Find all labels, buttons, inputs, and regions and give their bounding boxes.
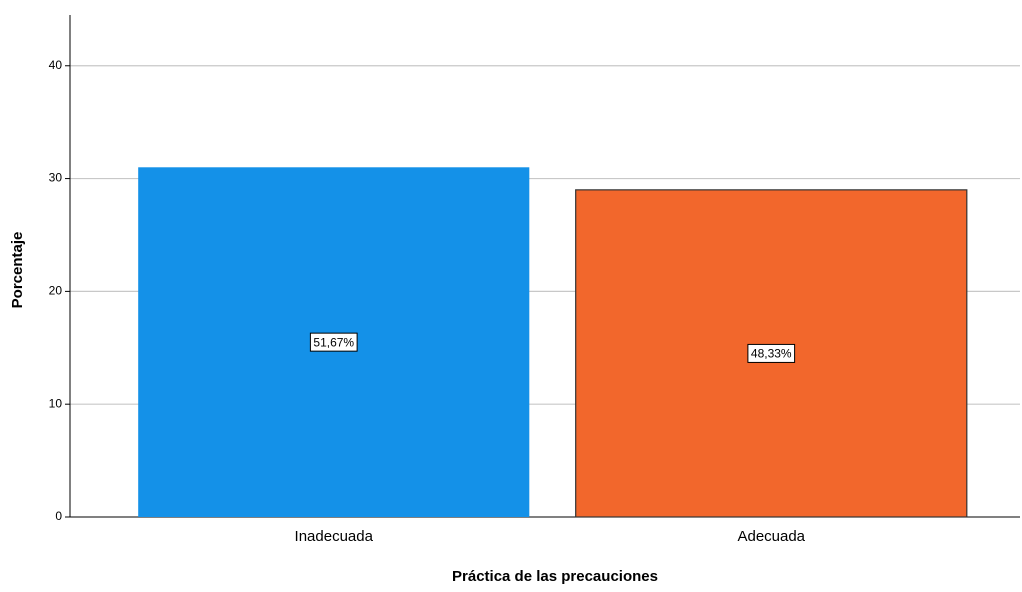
x-tick-label: Adecuada	[737, 528, 805, 545]
y-axis-label: Porcentaje	[9, 232, 26, 309]
x-axis-label: Práctica de las precauciones	[452, 568, 658, 585]
data-label-box	[747, 343, 796, 363]
data-label-box	[309, 332, 358, 352]
data-label: 51,67%	[313, 335, 354, 349]
y-tick-label: 30	[49, 171, 63, 185]
y-tick-label: 20	[49, 284, 63, 298]
y-tick-label: 0	[55, 509, 62, 523]
x-tick-label: Inadecuada	[295, 528, 374, 545]
y-tick-label: 40	[49, 58, 63, 72]
data-label: 48,33%	[751, 347, 792, 361]
y-tick-label: 10	[49, 396, 63, 410]
